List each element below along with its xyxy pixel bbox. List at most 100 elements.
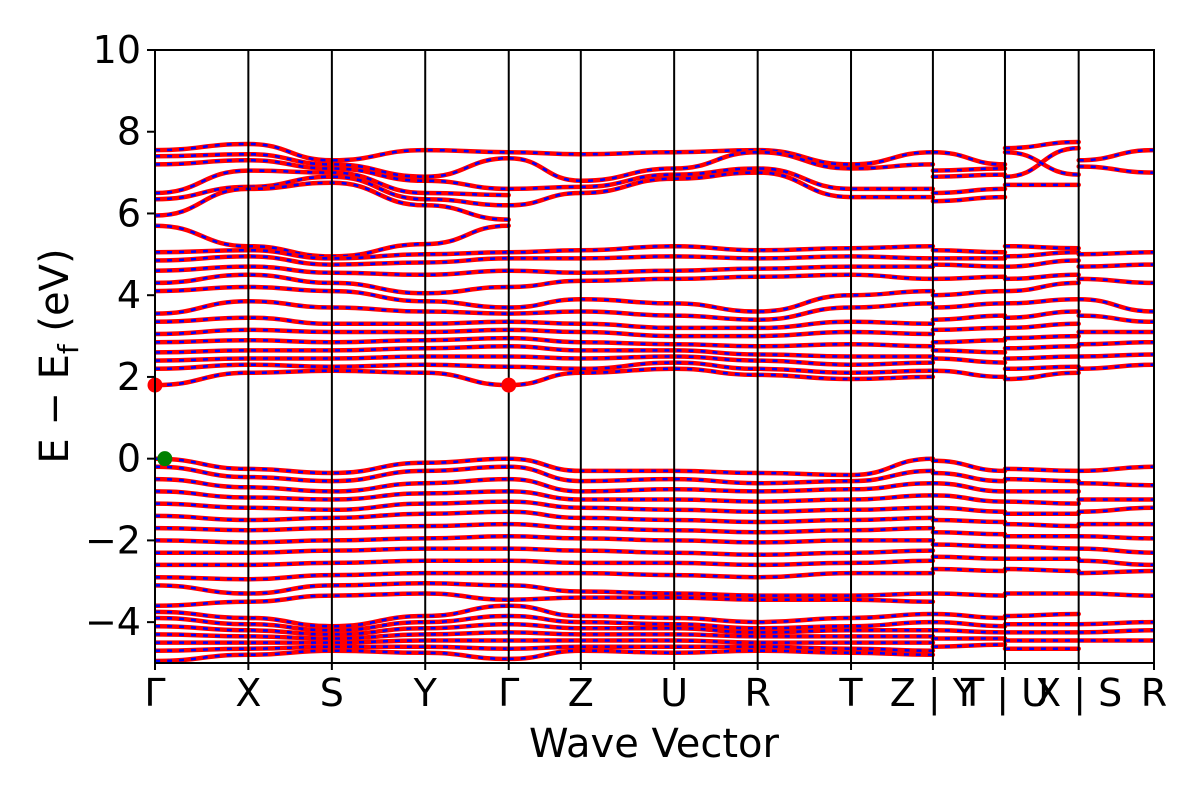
band-line-60-spin-up <box>506 489 936 504</box>
x-tick-label-3: Y <box>413 671 438 715</box>
band-line-23-spin-down <box>155 490 509 501</box>
y-axis-ticks: −4 −2 0 2 4 6 8 10 <box>85 28 155 644</box>
x-tick-label-8: T <box>838 671 863 715</box>
band-line-2-spin-down <box>155 159 509 191</box>
band-line-163-spin-down <box>1078 592 1154 597</box>
high-symmetry-lines <box>247 50 1080 663</box>
band-line-92-spin-down <box>932 357 1006 364</box>
band-line-35-spin-down <box>155 622 509 636</box>
band-line-24-spin-down <box>155 500 509 512</box>
band-line-13-spin-down <box>155 316 509 326</box>
band-line-118-spin-down <box>1004 281 1079 293</box>
band-line-138-spin-down <box>1004 612 1079 618</box>
band-line-91-spin-down <box>932 349 1006 354</box>
y-tick-label-4: 4 <box>117 273 141 317</box>
band-line-72-spin-up <box>506 621 936 635</box>
band-line-84-spin-down <box>932 263 1006 268</box>
band-line-73-spin-up <box>506 630 936 639</box>
band-line-147-spin-down <box>1078 277 1154 285</box>
band-line-153-spin-down <box>1078 363 1154 371</box>
band-line-52-spin-up <box>506 335 936 349</box>
band-line-107-spin-down <box>932 629 1006 634</box>
y-axis-title-unit: (eV) <box>32 248 78 344</box>
band-edge-marker-2 <box>157 451 173 467</box>
y-tick-label-2: 0 <box>117 437 141 481</box>
band-line-28-spin-down <box>155 547 509 554</box>
y-tick-label-6: 8 <box>117 110 141 154</box>
y-tick-label-3: 2 <box>117 355 141 399</box>
band-line-77-spin-down <box>932 150 1006 166</box>
band-line-64-spin-up <box>506 534 936 545</box>
x-tick-label-1: X <box>235 671 261 715</box>
band-line-11-spin-down <box>155 285 509 309</box>
band-line-27-spin-down <box>155 535 509 544</box>
x-tick-label-0: Γ <box>144 671 165 715</box>
band-line-67-spin-up <box>506 570 936 580</box>
band-line-128-spin-down <box>1004 477 1079 483</box>
band-line-162-spin-down <box>1078 569 1154 575</box>
band-line-66-spin-up <box>506 558 936 568</box>
band-line-132-spin-down <box>1004 522 1079 528</box>
band-line-95-spin-down <box>932 471 1006 483</box>
band-line-120-spin-down <box>1004 310 1079 319</box>
band-line-130-spin-down <box>1004 500 1079 505</box>
band-line-136-spin-down <box>1004 567 1079 573</box>
band-line-103-spin-down <box>932 567 1006 573</box>
band-line-89-spin-down <box>932 326 1006 332</box>
band-line-112-spin-down <box>1004 150 1079 176</box>
band-line-145-spin-down <box>1078 251 1154 256</box>
band-line-43-spin-up <box>506 170 936 208</box>
band-line-29-spin-down <box>155 559 509 567</box>
band-line-68-spin-up <box>506 583 936 598</box>
band-line-165-spin-down <box>1078 629 1154 634</box>
band-line-106-spin-down <box>932 620 1006 628</box>
band-line-110-spin-down <box>1004 140 1079 150</box>
band-line-76-spin-up <box>506 648 936 662</box>
band-line-74-spin-up <box>506 638 936 645</box>
band-line-125-spin-down <box>1004 365 1079 371</box>
band-line-143-spin-down <box>1078 148 1154 162</box>
band-line-9-spin-down <box>155 265 509 277</box>
band-line-58-spin-down <box>508 465 933 485</box>
band-line-55-spin-up <box>506 360 936 376</box>
band-line-116-spin-down <box>1004 259 1079 268</box>
band-line-98-spin-down <box>932 506 1006 514</box>
band-line-88-spin-down <box>932 314 1006 321</box>
plot-frame <box>154 49 1155 664</box>
band-line-17-spin-down <box>155 355 509 362</box>
band-line-46-spin-up <box>506 264 936 275</box>
band-line-32-spin-down <box>155 592 509 608</box>
band-line-39-spin-down <box>155 649 509 663</box>
band-line-160-spin-down <box>1078 547 1154 554</box>
band-line-104-spin-down <box>932 592 1006 597</box>
band-line-122-spin-down <box>1004 334 1079 340</box>
band-line-126-spin-down <box>1004 371 1079 381</box>
band-line-63-spin-up <box>506 521 936 535</box>
band-line-78-spin-down <box>932 167 1006 172</box>
band-line-36-spin-down <box>155 631 509 640</box>
x-tick-label-5: Z <box>568 671 594 715</box>
band-line-41-spin-up <box>506 149 936 184</box>
bands-layer <box>155 139 1154 663</box>
y-tick-label-1: −2 <box>85 518 141 562</box>
band-line-38-spin-down <box>155 645 509 652</box>
band-line-154-spin-down <box>1078 465 1154 473</box>
band-line-119-spin-down <box>1004 298 1079 305</box>
band-line-75-spin-up <box>506 644 936 653</box>
band-line-18-spin-down <box>155 363 509 371</box>
band-line-79-spin-down <box>932 173 1006 178</box>
band-line-159-spin-down <box>1078 535 1154 540</box>
band-line-134-spin-down <box>1004 545 1079 550</box>
band-line-4-spin-down <box>155 175 509 207</box>
band-line-94-spin-down <box>932 459 1006 473</box>
band-line-123-spin-down <box>1004 345 1079 350</box>
band-line-25-spin-down <box>155 510 509 522</box>
band-line-7-spin-down <box>155 248 509 260</box>
x-tick-label-10: T | U <box>960 671 1049 716</box>
band-line-16-spin-down <box>155 345 509 354</box>
band-line-105-spin-down <box>932 612 1006 620</box>
band-line-56-spin-down <box>508 367 933 387</box>
y-axis-title-main: E − E <box>32 354 78 464</box>
band-line-47-spin-up <box>506 272 936 290</box>
